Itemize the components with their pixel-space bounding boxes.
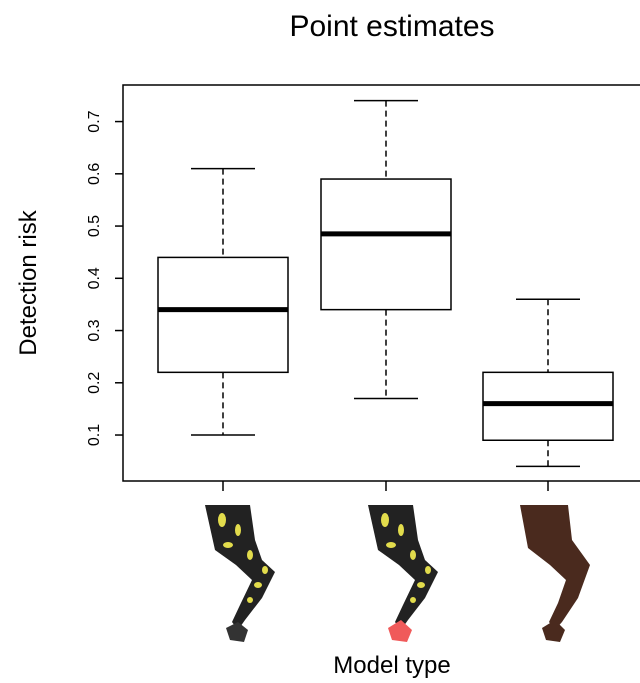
y-tick-label: 0.7 xyxy=(86,110,103,132)
y-tick-label: 0.5 xyxy=(86,215,103,237)
box xyxy=(157,256,289,374)
y-axis-label: Detection risk xyxy=(15,209,42,355)
chart-title: Point estimates xyxy=(289,10,494,43)
x-axis-label: Model type xyxy=(333,652,450,679)
y-tick-label: 0.6 xyxy=(86,163,103,185)
arm-icon xyxy=(368,505,438,642)
box xyxy=(320,178,452,311)
arm-icon xyxy=(520,505,590,642)
box xyxy=(482,371,614,442)
y-tick-label: 0.2 xyxy=(86,372,103,394)
arm-icon xyxy=(205,505,275,642)
y-tick-label: 0.4 xyxy=(86,267,103,289)
y-tick-label: 0.3 xyxy=(86,319,103,341)
y-tick-label: 0.1 xyxy=(86,424,103,446)
plot-frame xyxy=(122,84,640,482)
